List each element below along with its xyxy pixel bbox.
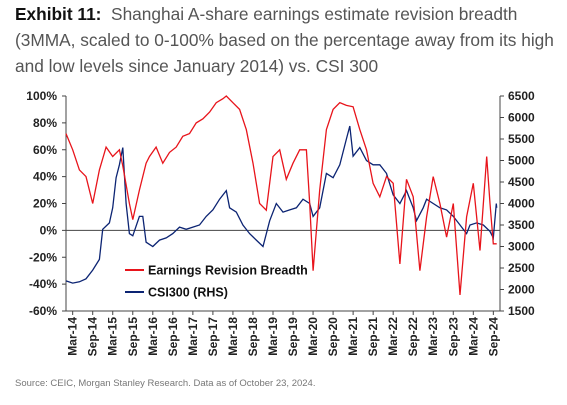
x-tick-label: Mar-24 [466, 317, 480, 356]
chart-title: Exhibit 11: Shanghai A-share earnings es… [15, 1, 560, 79]
right-tick-label: 1500 [508, 304, 535, 318]
left-tick-label: 100% [26, 89, 57, 103]
csi300-line [65, 125, 498, 284]
source-note: Source: CEIC, Morgan Stanley Research. D… [15, 378, 316, 389]
x-tick-label: Sep-18 [246, 317, 260, 357]
x-tick-label: Sep-20 [326, 317, 340, 357]
x-tick-label: Mar-19 [266, 317, 280, 356]
left-tick-label: 40% [33, 170, 57, 184]
title-text: Shanghai A-share earnings estimate revis… [15, 4, 554, 76]
right-tick-label: 4000 [508, 197, 535, 211]
x-tick-label: Sep-17 [206, 317, 220, 357]
x-tick-label: Mar-16 [146, 317, 160, 356]
right-tick-label: 5000 [508, 154, 535, 168]
x-tick-label: Sep-24 [486, 317, 500, 357]
x-tick-label: Sep-21 [366, 317, 380, 357]
left-tick-label: -40% [29, 277, 57, 291]
legend: Earnings Revision Breadth CSI300 (RHS) [125, 264, 308, 300]
right-tick-label: 3000 [508, 240, 535, 254]
x-tick-label: Sep-16 [166, 317, 180, 357]
right-tick-label: 2000 [508, 283, 535, 297]
left-tick-label: -60% [29, 304, 57, 318]
legend-label-csi: CSI300 (RHS) [148, 286, 228, 300]
x-tick-label: Mar-17 [186, 317, 200, 356]
right-tick-label: 2500 [508, 261, 535, 275]
right-tick-label: 5500 [508, 132, 535, 146]
x-tick-label: Mar-15 [106, 317, 120, 356]
right-tick-label: 6000 [508, 111, 535, 125]
x-tick-label: Sep-19 [286, 317, 300, 357]
left-tick-label: 0% [40, 223, 58, 237]
right-tick-label: 4500 [508, 175, 535, 189]
x-tick-label: Sep-15 [126, 317, 140, 357]
exhibit-label: Exhibit 11: [15, 4, 102, 24]
x-tick-label: Sep-23 [446, 317, 460, 357]
x-tick-label: Mar-14 [66, 317, 80, 356]
left-tick-label: -20% [29, 250, 57, 264]
left-tick-label: 80% [33, 116, 57, 130]
right-tick-label: 3500 [508, 218, 535, 232]
x-tick-label: Sep-22 [406, 317, 420, 357]
x-tick-label: Mar-18 [226, 317, 240, 356]
left-tick-label: 60% [33, 143, 57, 157]
x-tick-label: Mar-23 [426, 317, 440, 356]
x-tick-label: Mar-22 [386, 317, 400, 356]
x-tick-label: Sep-14 [86, 317, 100, 357]
x-tick-label: Mar-20 [306, 317, 320, 356]
x-tick-label: Mar-21 [346, 317, 360, 356]
right-tick-label: 6500 [508, 89, 535, 103]
left-tick-label: 20% [33, 197, 57, 211]
legend-label-breadth: Earnings Revision Breadth [148, 264, 308, 278]
earnings-breadth-line [65, 95, 497, 295]
